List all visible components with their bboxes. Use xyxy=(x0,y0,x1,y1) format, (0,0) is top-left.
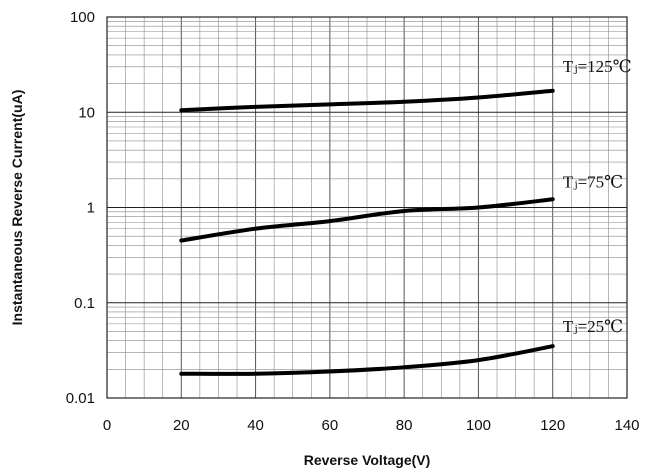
x-tick-label: 80 xyxy=(396,417,413,434)
x-tick-label: 40 xyxy=(247,417,264,434)
series-label: Tⱼ=125℃ xyxy=(563,57,632,76)
y-tick-label: 100 xyxy=(70,9,95,26)
series-line xyxy=(179,197,555,243)
series-label: Tⱼ=75℃ xyxy=(563,172,623,191)
y-tick-labels: 0.01 0.1 1 10 100 xyxy=(66,9,95,407)
y-tick-label: 0.01 xyxy=(66,390,95,407)
x-tick-label: 20 xyxy=(173,417,190,434)
y-tick-label: 0.1 xyxy=(74,295,95,312)
grid xyxy=(106,16,628,399)
series-line xyxy=(179,88,555,113)
series-line xyxy=(179,344,555,376)
series-labels: Tⱼ=125℃ Tⱼ=75℃ Tⱼ=25℃ xyxy=(563,57,632,336)
x-tick-label: 60 xyxy=(322,417,339,434)
x-tick-label: 140 xyxy=(614,417,639,434)
plot-frame xyxy=(106,16,628,399)
y-tick-label: 1 xyxy=(87,200,95,217)
x-tick-labels: 0 20 40 60 80 100 120 140 xyxy=(103,417,640,434)
y-tick-label: 10 xyxy=(78,104,95,121)
series-lines xyxy=(179,88,555,376)
x-tick-label: 0 xyxy=(103,417,111,434)
y-axis-title: Instantaneous Reverse Current(uA) xyxy=(9,90,25,326)
series-label: Tⱼ=25℃ xyxy=(563,317,623,336)
x-axis-title: Reverse Voltage(V) xyxy=(304,452,431,468)
x-tick-label: 100 xyxy=(466,417,491,434)
x-tick-label: 120 xyxy=(540,417,565,434)
